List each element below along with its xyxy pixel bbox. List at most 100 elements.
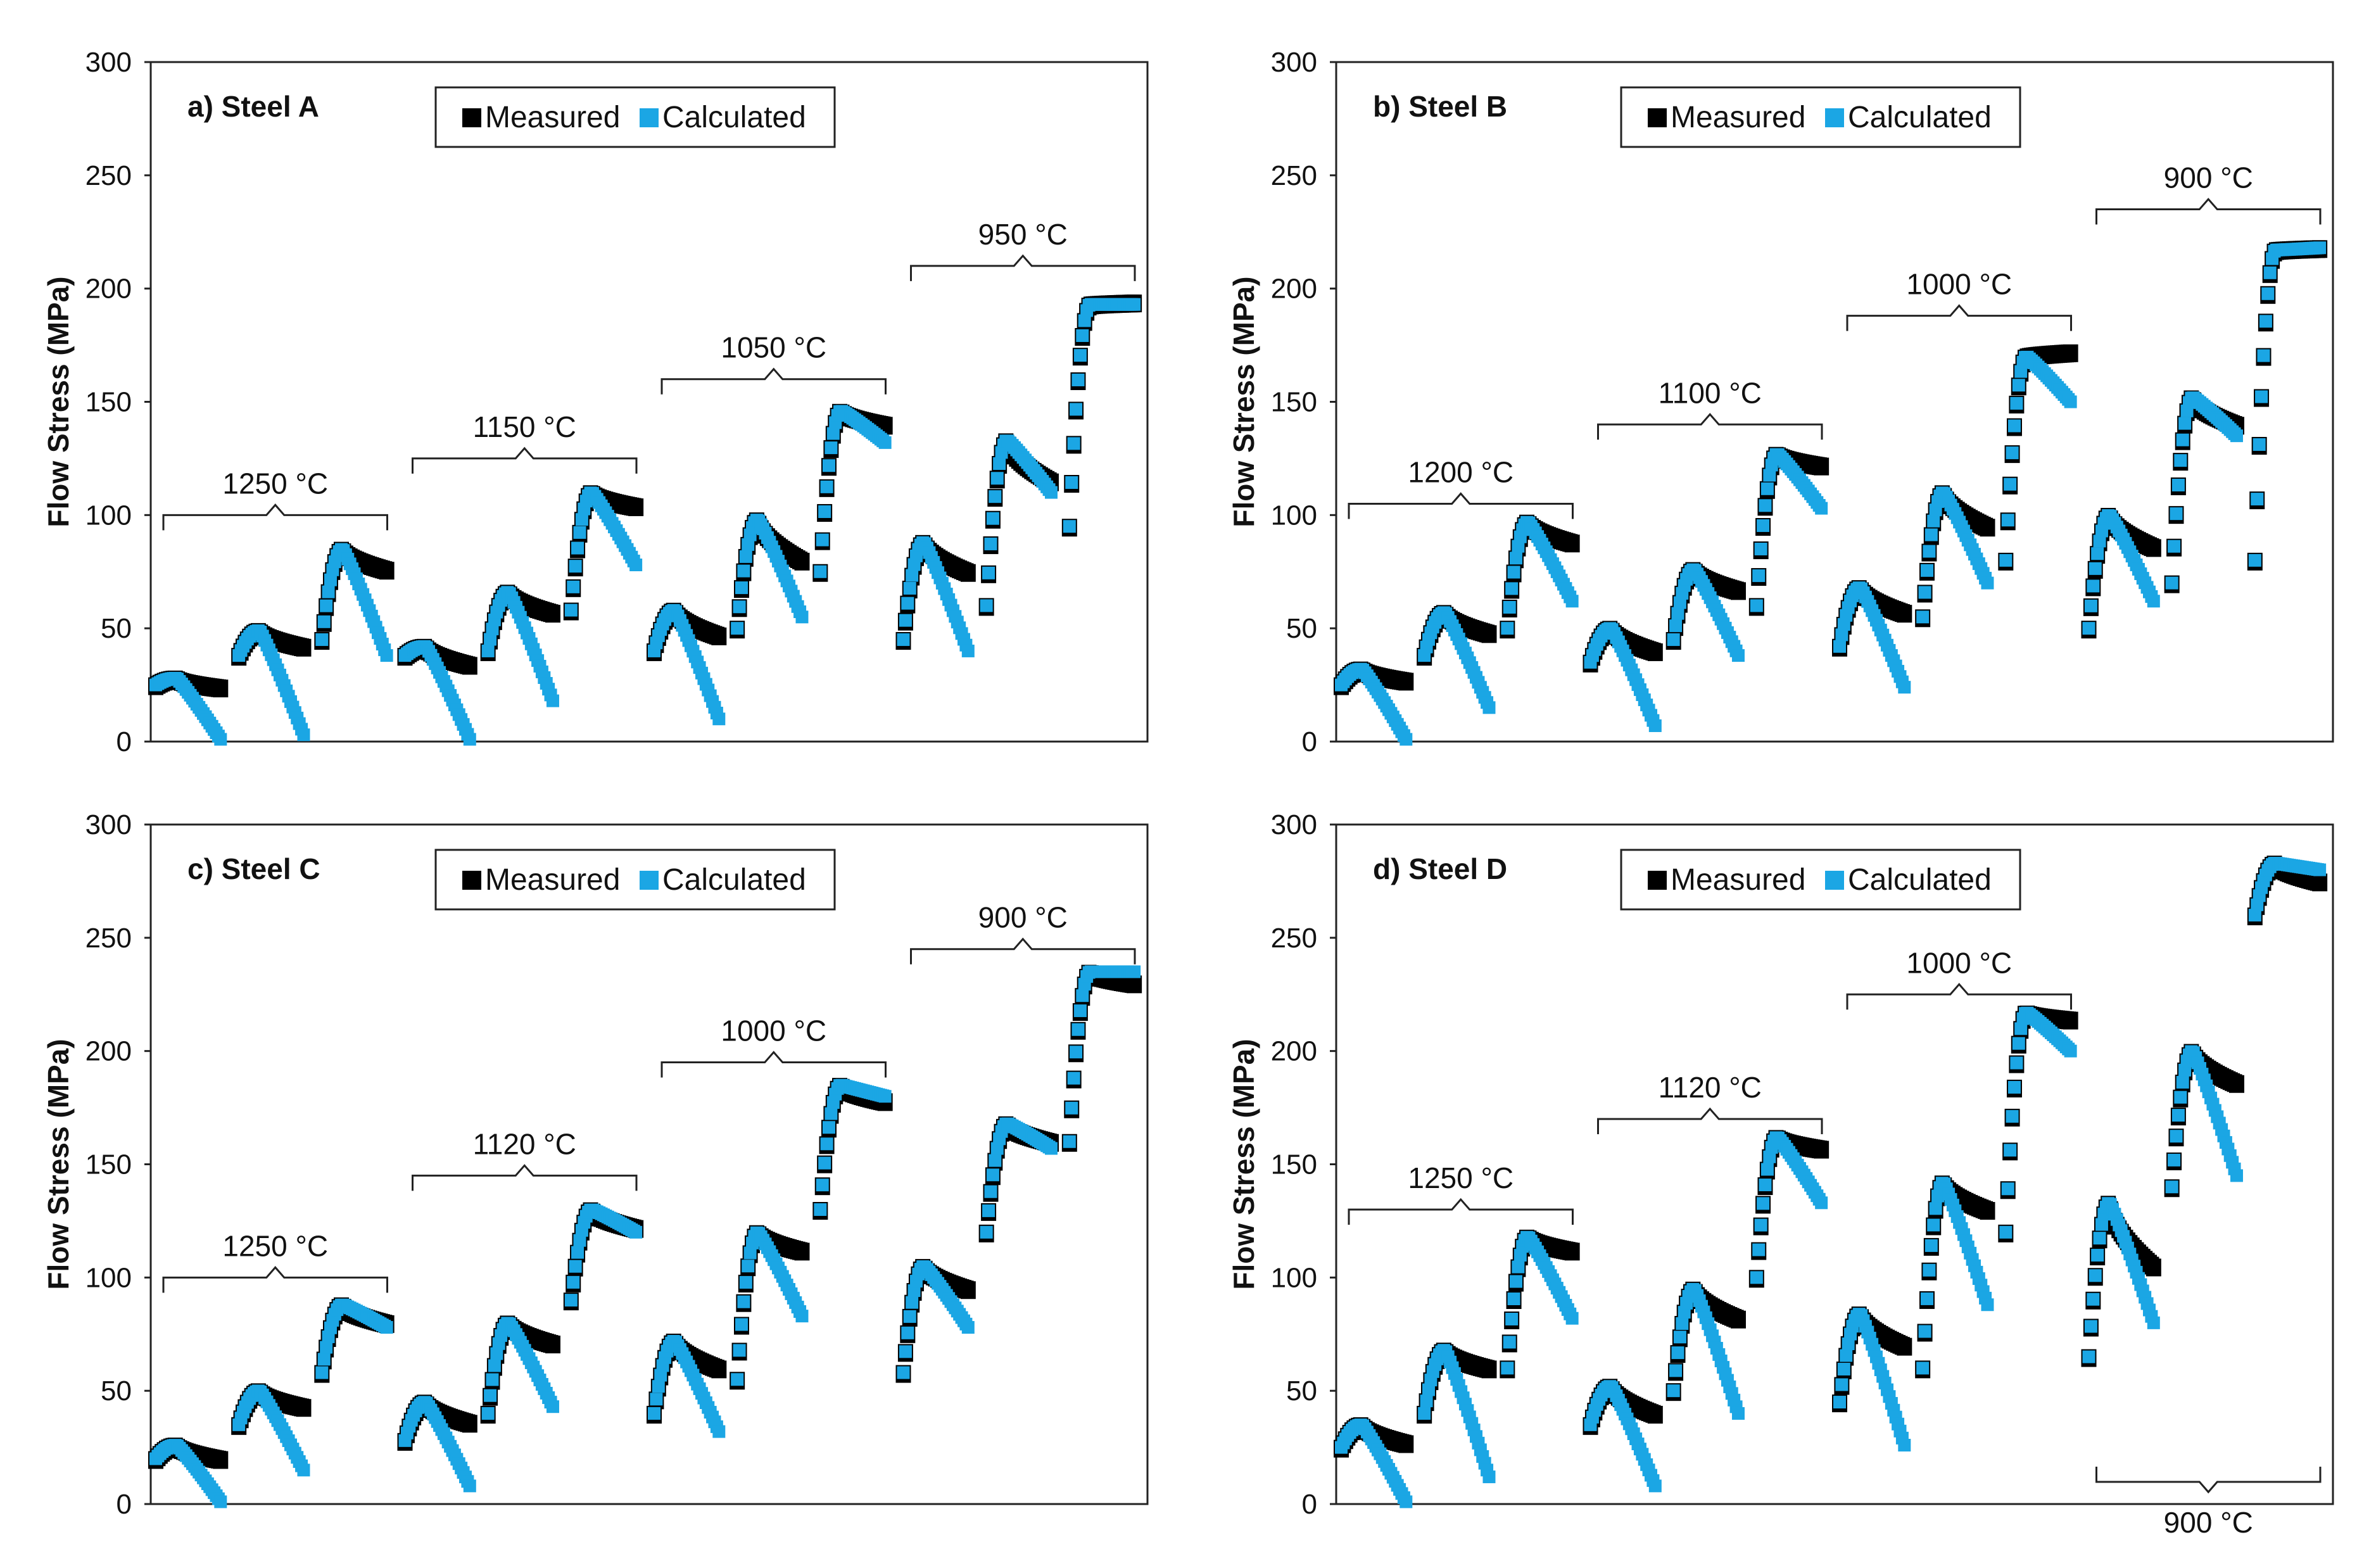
measured-point bbox=[1730, 1310, 1746, 1329]
calculated-point bbox=[2006, 446, 2019, 460]
calculated-point bbox=[1512, 1260, 1525, 1274]
calculated-point bbox=[980, 1225, 993, 1239]
temperature-brace bbox=[660, 1051, 887, 1078]
temperature-brace bbox=[1597, 1107, 1823, 1134]
calculated-point bbox=[1482, 1470, 1496, 1484]
calculated-point bbox=[1981, 576, 1994, 590]
measured-point bbox=[2063, 1011, 2078, 1030]
y-tick-label: 50 bbox=[1286, 613, 1317, 644]
calculated-point bbox=[629, 559, 643, 572]
calculated-point bbox=[2176, 1075, 2189, 1089]
calculated-point bbox=[1837, 1362, 1850, 1375]
measured-point bbox=[1814, 457, 1829, 476]
calculated-point bbox=[2087, 579, 2100, 593]
temperature-brace bbox=[1348, 492, 1574, 519]
calculated-point bbox=[899, 1345, 912, 1358]
calculated-point bbox=[1063, 1135, 1076, 1148]
legend: Measured Calculated bbox=[1620, 86, 2021, 148]
calculated-point bbox=[1750, 599, 1763, 612]
calculated-point bbox=[903, 1310, 916, 1323]
calculated-point bbox=[2064, 1044, 2077, 1058]
y-tick-label: 50 bbox=[1286, 1375, 1317, 1407]
calculated-point bbox=[984, 1185, 997, 1198]
y-tick-label: 300 bbox=[85, 47, 132, 78]
calculated-point bbox=[2171, 1109, 2185, 1122]
temperature-label: 1120 °C bbox=[1659, 1071, 1762, 1104]
calculated-point bbox=[1759, 499, 1772, 512]
calculated-point bbox=[1565, 595, 1579, 608]
temperature-label: 1050 °C bbox=[721, 331, 826, 364]
y-axis-label: Flow Stress (MPa) bbox=[42, 1039, 75, 1289]
calculated-point bbox=[2171, 478, 2185, 491]
calculated-point bbox=[2313, 241, 2327, 255]
measured-point bbox=[1398, 673, 1414, 691]
temperature-label: 1250 °C bbox=[1408, 1161, 1513, 1194]
calculated-point bbox=[2084, 1320, 2097, 1333]
calculated-point bbox=[1760, 1163, 1774, 1176]
calculated-point bbox=[2174, 1091, 2187, 1104]
calculated-point bbox=[2064, 395, 2077, 408]
calculated-point bbox=[816, 1179, 829, 1192]
calculated-point bbox=[1833, 1396, 1846, 1409]
calculated-point bbox=[2007, 1080, 2021, 1094]
calculated-point bbox=[567, 580, 580, 593]
calculated-point bbox=[1920, 564, 1933, 577]
measured-point bbox=[1398, 1435, 1414, 1453]
calculated-point bbox=[1923, 1263, 1936, 1277]
calculated-point bbox=[1076, 329, 1089, 342]
calculated-point bbox=[2165, 576, 2178, 590]
calculated-point bbox=[1918, 1325, 1931, 1338]
legend-swatch-measured bbox=[1648, 871, 1667, 890]
measured-point bbox=[2312, 873, 2328, 892]
y-axis-label: Flow Stress (MPa) bbox=[42, 276, 75, 527]
y-tick-label: 50 bbox=[101, 613, 132, 644]
calculated-point bbox=[878, 436, 892, 449]
temperature-label: 1120 °C bbox=[473, 1127, 576, 1160]
calculated-point bbox=[993, 457, 1006, 471]
temperature-label: 900 °C bbox=[978, 901, 1068, 934]
measured-point bbox=[1980, 519, 1995, 537]
calculated-point bbox=[733, 1344, 746, 1357]
calculated-point bbox=[2168, 1153, 2181, 1167]
calculated-point bbox=[488, 1359, 501, 1372]
measured-point bbox=[379, 562, 395, 580]
calculated-point bbox=[1916, 1362, 1930, 1375]
calculated-point bbox=[1759, 1179, 1772, 1192]
y-tick-label: 200 bbox=[1271, 274, 1317, 305]
temperature-label: 1150 °C bbox=[473, 410, 576, 443]
calculated-point bbox=[573, 1234, 586, 1247]
legend-label-calculated: Calculated bbox=[662, 101, 806, 134]
calculated-point bbox=[1927, 514, 1940, 528]
calculated-point bbox=[1754, 542, 1767, 555]
measured-point bbox=[296, 1399, 312, 1417]
calculated-point bbox=[315, 633, 329, 647]
temperature-brace bbox=[1846, 304, 2072, 331]
calculated-point bbox=[1422, 1383, 1435, 1396]
calculated-point bbox=[1078, 314, 1091, 327]
calculated-point bbox=[1400, 733, 1413, 746]
calculated-point bbox=[463, 1479, 476, 1493]
calculated-point bbox=[2165, 1180, 2178, 1194]
calculated-point bbox=[989, 1154, 1002, 1167]
calculated-point bbox=[818, 1156, 831, 1170]
legend: Measured Calculated bbox=[434, 849, 836, 911]
calculated-point bbox=[1731, 1407, 1745, 1420]
legend: Measured Calculated bbox=[434, 86, 836, 148]
calculated-point bbox=[484, 1389, 497, 1402]
calculated-point bbox=[1757, 519, 1770, 533]
y-tick-label: 250 bbox=[1271, 923, 1317, 954]
panel-4: 0 50 100 150 200 250 300 Flow Stress (MPa) d) St… bbox=[1227, 809, 2334, 1539]
calculated-point bbox=[1507, 1293, 1520, 1306]
calculated-point bbox=[569, 560, 582, 573]
calculated-point bbox=[2251, 493, 2264, 506]
calculated-point bbox=[650, 1393, 663, 1406]
y-tick-label: 200 bbox=[85, 1036, 132, 1067]
panel-title: b) Steel B bbox=[1373, 90, 1507, 123]
y-tick-label: 150 bbox=[85, 1149, 132, 1180]
y-tick-label: 250 bbox=[85, 160, 132, 191]
calculated-point bbox=[1667, 633, 1680, 647]
calculated-point bbox=[2093, 534, 2106, 548]
calculated-point bbox=[564, 604, 578, 617]
calculated-point bbox=[1503, 600, 1516, 614]
